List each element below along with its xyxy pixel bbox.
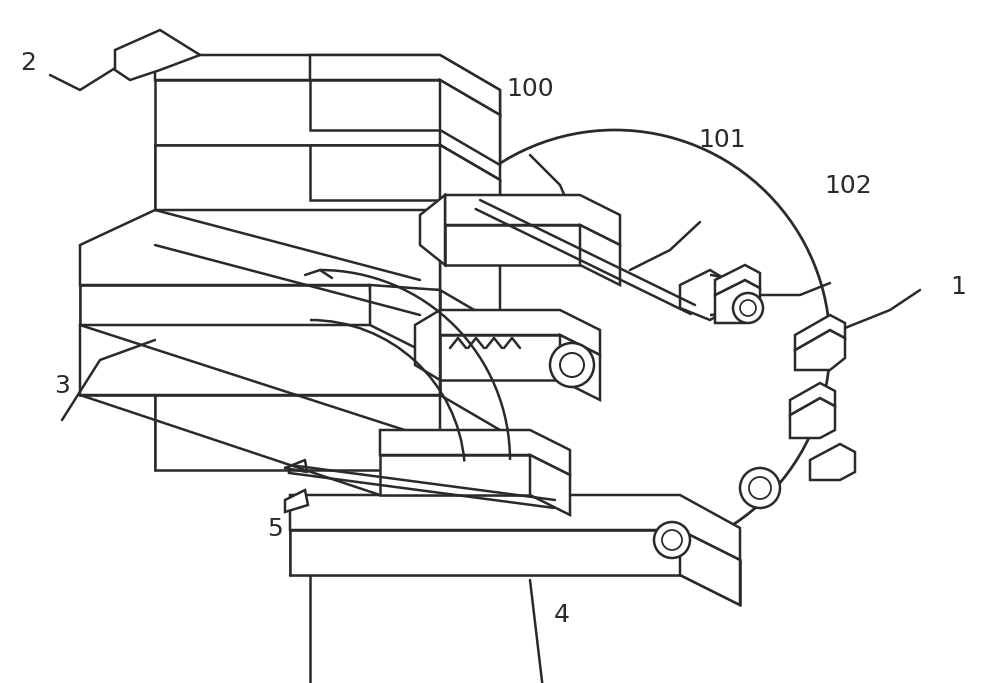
Text: 100: 100: [506, 76, 554, 101]
Text: 1: 1: [950, 275, 966, 299]
Polygon shape: [155, 55, 500, 115]
Polygon shape: [680, 530, 740, 605]
Polygon shape: [445, 195, 620, 245]
Text: 2: 2: [20, 51, 36, 75]
Polygon shape: [580, 225, 620, 285]
Polygon shape: [310, 55, 500, 115]
Text: 4: 4: [554, 602, 570, 627]
Polygon shape: [80, 210, 440, 290]
Text: 3: 3: [54, 374, 70, 398]
Polygon shape: [715, 280, 760, 323]
Polygon shape: [440, 310, 600, 355]
Polygon shape: [80, 285, 370, 395]
Circle shape: [654, 522, 690, 558]
Polygon shape: [155, 395, 440, 470]
Polygon shape: [445, 225, 580, 265]
Circle shape: [560, 353, 584, 377]
Polygon shape: [80, 325, 440, 395]
Polygon shape: [440, 80, 500, 180]
Polygon shape: [310, 80, 440, 130]
Polygon shape: [795, 330, 845, 370]
Polygon shape: [155, 80, 440, 145]
Polygon shape: [310, 145, 440, 200]
Polygon shape: [420, 195, 445, 265]
Polygon shape: [790, 398, 835, 438]
Text: 101: 101: [698, 128, 746, 152]
Circle shape: [550, 343, 594, 387]
Text: 102: 102: [824, 173, 872, 198]
Polygon shape: [155, 145, 440, 290]
Polygon shape: [810, 444, 855, 480]
Circle shape: [733, 293, 763, 323]
Polygon shape: [680, 270, 730, 320]
Polygon shape: [440, 145, 500, 235]
Text: 5: 5: [267, 517, 283, 542]
Polygon shape: [415, 310, 440, 380]
Polygon shape: [440, 145, 500, 325]
Polygon shape: [285, 490, 308, 512]
Polygon shape: [530, 455, 570, 515]
Polygon shape: [715, 265, 760, 295]
Polygon shape: [290, 495, 740, 560]
Circle shape: [740, 300, 756, 316]
Polygon shape: [115, 30, 200, 80]
Polygon shape: [380, 430, 570, 475]
Polygon shape: [790, 383, 835, 415]
Polygon shape: [440, 395, 500, 505]
Polygon shape: [370, 285, 440, 395]
Polygon shape: [440, 335, 560, 380]
Polygon shape: [290, 530, 680, 575]
Polygon shape: [380, 455, 530, 495]
Circle shape: [662, 530, 682, 550]
Circle shape: [400, 130, 830, 560]
Circle shape: [749, 477, 771, 499]
Circle shape: [740, 468, 780, 508]
Polygon shape: [560, 335, 600, 400]
Polygon shape: [795, 315, 845, 350]
Polygon shape: [440, 80, 500, 165]
